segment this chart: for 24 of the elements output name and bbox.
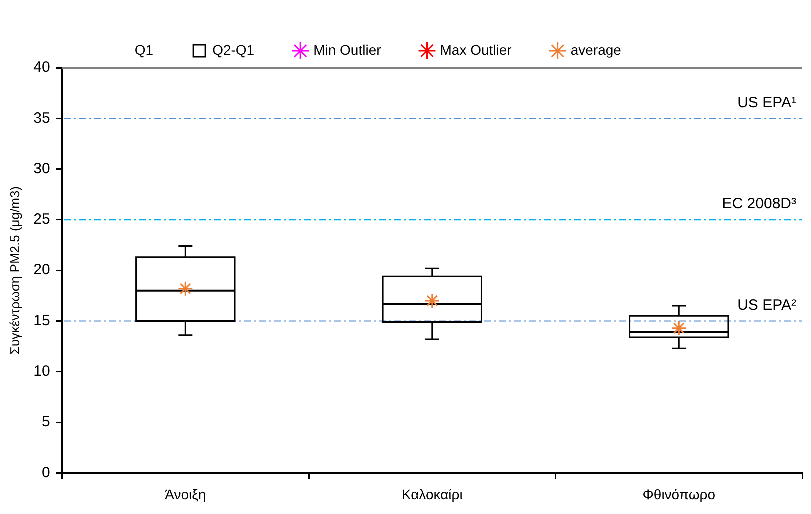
y-tick-label: 15: [34, 312, 50, 330]
point: [424, 293, 440, 309]
y-tick-label: 35: [34, 110, 50, 127]
y-tick-label: 40: [34, 59, 50, 76]
ref-line-label: US EPA²: [738, 296, 796, 314]
legend-title: Q1: [134, 42, 154, 58]
y-tick-label: 30: [34, 160, 50, 178]
y-tick-label: 20: [34, 262, 50, 279]
point: [671, 320, 687, 336]
y-tick-label: 5: [42, 414, 50, 431]
legend-label: Max Outlier: [440, 42, 512, 58]
x-tick-label: Άνοιξη: [165, 486, 206, 502]
x-tick-label: Καλοκαίρι: [402, 486, 463, 502]
y-tick-label: 10: [34, 363, 50, 380]
legend-label: Min Outlier: [314, 42, 382, 58]
legend-label: average: [570, 42, 622, 58]
point: [178, 281, 194, 297]
ref-line-label: EC 2008D³: [722, 196, 797, 213]
y-tick-label: 0: [42, 464, 50, 482]
y-axis-title: Συγκέντρωση PM2.5 (μg/m3): [7, 186, 22, 355]
y-tick-label: 25: [34, 211, 50, 228]
legend-label: Q2-Q1: [212, 42, 255, 58]
ref-line-label: US EPA¹: [738, 94, 796, 112]
x-tick-label: Φθινόπωρο: [642, 486, 716, 502]
